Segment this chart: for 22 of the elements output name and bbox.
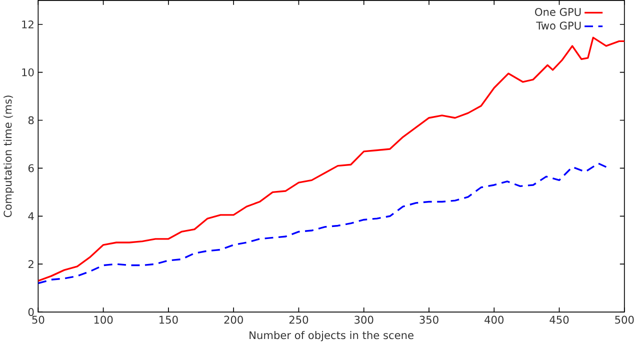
x-tick-label: 150: [160, 316, 178, 324]
x-tick-label: 500: [615, 316, 634, 324]
y-tick-label: 4: [28, 212, 34, 220]
x-tick-label: 250: [289, 316, 308, 324]
line-series: [38, 36, 624, 282]
legend-label: Two GPU: [536, 22, 581, 30]
y-tick-label: 2: [28, 260, 34, 268]
x-tick-label: 400: [484, 316, 504, 324]
y-tick-label: 8: [28, 116, 34, 124]
x-tick-label: 50: [32, 316, 44, 324]
y-tick-label: 6: [28, 164, 34, 172]
x-axis-title: Number of objects in the scene: [250, 331, 414, 342]
y-tick-label: 10: [22, 68, 34, 76]
y-tick-label: 12: [22, 20, 34, 28]
x-tick-label: 100: [94, 316, 113, 324]
x-tick-label: 450: [550, 316, 569, 324]
x-tick-label: 300: [354, 316, 374, 324]
y-tick-label: 0: [28, 308, 34, 316]
y-axis-title: Computation time (ms): [4, 96, 14, 218]
x-tick-label: 350: [420, 316, 438, 324]
x-tick-label: 200: [224, 316, 243, 324]
legend-label: One GPU: [535, 8, 581, 16]
